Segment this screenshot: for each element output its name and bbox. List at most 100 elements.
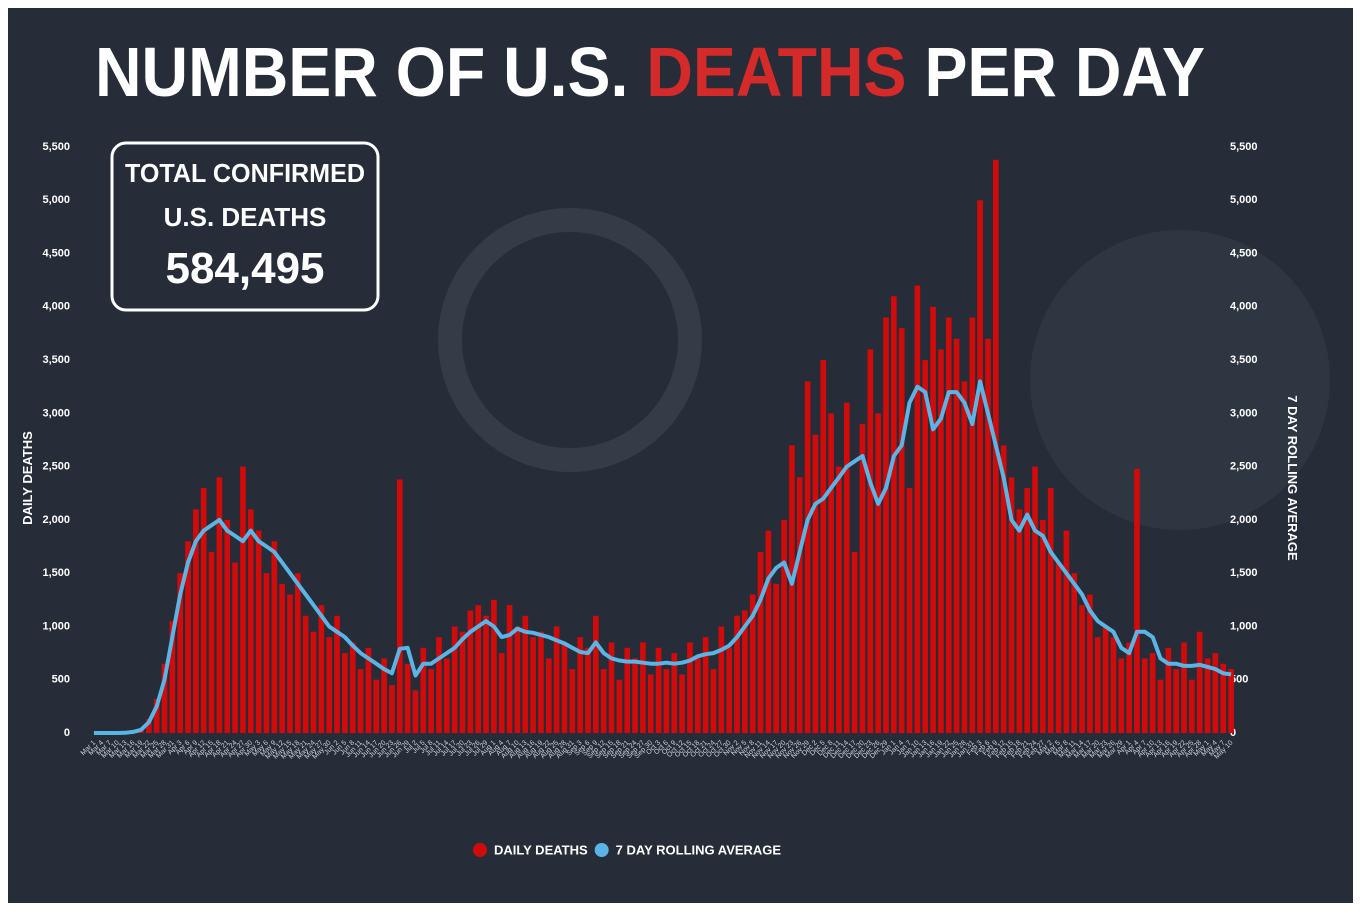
- bar: [232, 563, 238, 733]
- bar: [491, 600, 497, 733]
- y-tick-label: 2,500: [42, 461, 70, 473]
- bar: [405, 664, 411, 733]
- bar: [358, 669, 364, 733]
- bar: [695, 658, 701, 733]
- y-tick-label: 0: [64, 727, 70, 739]
- bar: [209, 552, 215, 733]
- bar: [1205, 658, 1211, 733]
- bar: [1040, 520, 1046, 733]
- bar: [1150, 653, 1156, 733]
- y2-tick-label: 5,000: [1230, 194, 1258, 206]
- bar: [428, 669, 434, 733]
- bar: [593, 616, 599, 733]
- bar: [1056, 563, 1062, 733]
- y2-tick-label: 4,500: [1230, 247, 1258, 259]
- y-tick-label: 5,500: [42, 141, 70, 153]
- bar: [1071, 573, 1077, 733]
- y2-tick-label: 2,500: [1230, 461, 1258, 473]
- bar: [1189, 680, 1195, 733]
- y-tick-label: 4,000: [42, 301, 70, 313]
- y-tick-label: 3,500: [42, 354, 70, 366]
- bar: [507, 605, 513, 733]
- bar: [656, 648, 662, 733]
- bar: [679, 674, 685, 733]
- bar: [1173, 669, 1179, 733]
- y-tick-label: 1,500: [42, 567, 70, 579]
- bar: [350, 642, 356, 733]
- bar: [1118, 658, 1124, 733]
- title-highlight: DEATHS: [646, 33, 906, 111]
- bar: [1126, 642, 1132, 733]
- bar: [311, 632, 317, 733]
- bar: [1111, 637, 1117, 733]
- bar: [1213, 653, 1219, 733]
- bar: [632, 658, 638, 733]
- bar: [444, 658, 450, 733]
- bar: [397, 479, 403, 733]
- legend-label: 7 DAY ROLLING AVERAGE: [616, 842, 782, 857]
- bar: [687, 642, 693, 733]
- bar: [797, 477, 803, 733]
- y-tick-label: 4,500: [42, 247, 70, 259]
- bar: [617, 680, 623, 733]
- bar: [915, 286, 921, 733]
- bar: [389, 685, 395, 733]
- bar: [530, 637, 536, 733]
- bar: [1142, 658, 1148, 733]
- annotation-line: U.S. DEATHS: [164, 202, 327, 232]
- y2-tick-label: 1,000: [1230, 620, 1258, 632]
- bar: [303, 616, 309, 733]
- bar: [907, 488, 913, 733]
- bar: [766, 531, 772, 733]
- y2-tick-label: 2,000: [1230, 514, 1258, 526]
- bar: [875, 413, 881, 733]
- bar: [271, 541, 277, 733]
- bar: [718, 626, 724, 733]
- bar: [844, 403, 850, 733]
- bar: [499, 653, 505, 733]
- bar: [1095, 637, 1101, 733]
- bar: [546, 658, 552, 733]
- bar: [256, 531, 262, 733]
- bar: [562, 642, 568, 733]
- y2-tick-label: 4,000: [1230, 301, 1258, 313]
- bar: [224, 520, 230, 733]
- annotation-total: 584,495: [165, 244, 324, 293]
- bar: [813, 435, 819, 733]
- bar: [1024, 488, 1030, 733]
- bar: [1228, 669, 1234, 733]
- legend-swatch: [595, 843, 609, 857]
- bar: [585, 648, 591, 733]
- bar: [601, 669, 607, 733]
- y-tick-label: 1,000: [42, 620, 70, 632]
- bar: [295, 573, 301, 733]
- bar: [1064, 531, 1070, 733]
- bar: [726, 648, 732, 733]
- bar: [883, 317, 889, 733]
- bar: [860, 424, 866, 733]
- bar: [922, 360, 928, 733]
- bar: [836, 467, 842, 733]
- y2-tick-label: 5,500: [1230, 141, 1258, 153]
- bar: [1103, 626, 1109, 733]
- bar: [946, 317, 952, 733]
- bar: [1017, 509, 1023, 733]
- y-axis-title: DAILY DEATHS: [20, 431, 35, 525]
- annotation-line: TOTAL CONFIRMED: [125, 158, 365, 188]
- y-tick-label: 3,000: [42, 407, 70, 419]
- bar: [287, 594, 293, 733]
- bar: [264, 573, 270, 733]
- bar: [758, 552, 764, 733]
- bar: [240, 467, 246, 733]
- bar: [930, 307, 936, 733]
- y2-axis-title: 7 DAY ROLLING AVERAGE: [1285, 395, 1300, 561]
- bar: [248, 509, 254, 733]
- bar: [828, 413, 834, 733]
- bar: [820, 360, 826, 733]
- bar: [781, 520, 787, 733]
- chart-title: NUMBER OF U.S. DEATHS PER DAY: [95, 33, 1205, 111]
- y2-tick-label: 1,500: [1230, 567, 1258, 579]
- bar: [217, 477, 223, 733]
